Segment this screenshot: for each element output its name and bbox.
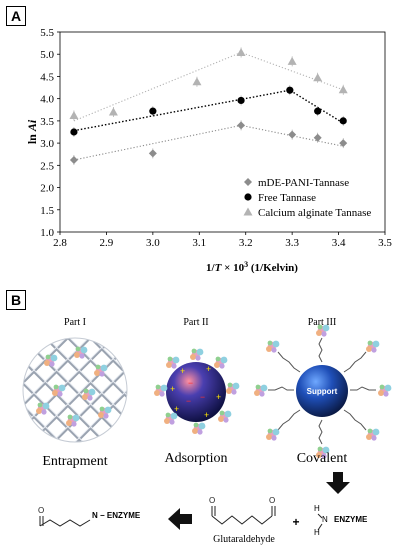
entrapment-mesh — [22, 337, 128, 443]
immobilization-diagram: Part I Part II Part III Entrapment + + + +… — [22, 317, 392, 545]
data-point-series-1 — [313, 133, 322, 142]
legend-marker-series-2 — [244, 193, 252, 201]
data-point-series-3 — [108, 107, 118, 116]
amine-n: N — [322, 515, 328, 524]
glutaraldehyde-label: Glutaraldehyde — [213, 534, 275, 545]
y-tick-label: 3.0 — [40, 138, 54, 150]
svg-text:+: + — [206, 364, 211, 374]
data-point-series-2 — [339, 117, 347, 125]
y-tick-label: 2.0 — [40, 183, 54, 195]
svg-text:+: + — [180, 366, 185, 376]
x-tick-label: 3.0 — [146, 237, 160, 249]
svg-text:−: − — [186, 396, 191, 406]
legend-label-series-3: Calcium alginate Tannase — [258, 207, 371, 219]
covalent-particle — [254, 324, 392, 459]
x-tick-label: 3.1 — [192, 237, 206, 249]
panel-a-label: A — [6, 6, 26, 26]
data-point-series-2 — [237, 96, 245, 105]
adsorption-label: Adsorption — [165, 451, 228, 466]
svg-text:+: + — [174, 404, 179, 414]
trend-line-series-3 — [73, 51, 344, 122]
data-point-series-2 — [314, 107, 322, 115]
arrhenius-chart: 2.8 2.9 3.0 3.1 3.2 3.3 3.4 3.5 1.0 1.5 2.0 2.5 3.0 3… — [25, 27, 392, 275]
data-point-series-1 — [237, 121, 246, 130]
svg-text:+: + — [216, 392, 221, 402]
entrapment-label: Entrapment — [42, 454, 107, 469]
trend-lines — [73, 51, 344, 161]
glutaraldehyde-structure — [211, 506, 276, 525]
plus-sign: + — [292, 515, 299, 529]
y-tick-label: 4.5 — [40, 71, 54, 83]
adsorption-particle: + ++ +++ −−− — [154, 348, 240, 435]
data-point-series-2 — [149, 107, 157, 115]
support-label: Support — [307, 387, 338, 396]
enzyme-product-label: N − ENZYME — [92, 511, 141, 520]
data-point-series-2 — [286, 86, 294, 94]
part-iii-label: Part III — [308, 317, 337, 328]
y-tick-label: 4.0 — [40, 94, 54, 106]
data-point-series-3 — [313, 73, 323, 82]
product-structure — [39, 516, 91, 527]
plot-frame — [59, 31, 386, 233]
amine-h-bottom: H — [314, 528, 320, 537]
legend: mDE-PANI-Tannase Free Tannase Calcium algi… — [243, 177, 371, 219]
down-arrow-icon — [326, 472, 350, 494]
data-point-series-1 — [339, 139, 348, 148]
legend-marker-series-1 — [244, 178, 252, 186]
part-ii-label: Part II — [183, 317, 208, 328]
data-point-series-3 — [287, 56, 297, 65]
legend-label-series-2: Free Tannase — [258, 192, 316, 204]
y-tick-label: 1.5 — [40, 205, 54, 217]
y-tick-label: 1.0 — [40, 227, 54, 239]
enzyme-reagent-label: ENZYME — [334, 515, 368, 524]
trend-line-series-1 — [73, 124, 344, 161]
y-tick-label: 3.5 — [40, 116, 54, 128]
data-point-series-1 — [148, 149, 157, 158]
data-point-series-3 — [236, 47, 246, 56]
x-tick-label: 2.9 — [100, 237, 114, 249]
panel-b-label: B — [6, 290, 26, 310]
legend-marker-series-3 — [243, 207, 253, 216]
data-points — [69, 47, 348, 165]
y-tick-label: 2.5 — [40, 160, 54, 172]
left-arrow-icon — [168, 508, 192, 530]
amine-h-top: H — [314, 504, 320, 513]
data-point-series-3 — [69, 111, 79, 120]
x-tick-label: 2.8 — [53, 237, 67, 249]
svg-text:−: − — [188, 378, 193, 388]
data-point-series-1 — [288, 130, 297, 139]
svg-text:+: + — [170, 384, 175, 394]
data-point-series-2 — [70, 128, 78, 136]
x-tick-label: 3.3 — [285, 237, 299, 249]
x-tick-label: 3.2 — [239, 237, 253, 249]
svg-text:+: + — [204, 410, 209, 420]
y-tick-label: 5.5 — [40, 27, 54, 39]
chart-axes: 2.8 2.9 3.0 3.1 3.2 3.3 3.4 3.5 1.0 1.5 2.0 2.5 3.0 3… — [40, 27, 392, 249]
x-tick-label: 3.5 — [378, 237, 392, 249]
legend-label-series-1: mDE-PANI-Tannase — [258, 177, 349, 189]
svg-text:−: − — [200, 392, 205, 402]
data-point-series-1 — [69, 156, 78, 164]
svg-text:O: O — [209, 496, 215, 505]
part-i-label: Part I — [64, 317, 86, 328]
covalent-label: Covalent — [297, 451, 348, 466]
y-tick-label: 5.0 — [40, 49, 54, 61]
data-point-series-3 — [338, 85, 348, 94]
x-tick-label: 3.4 — [332, 237, 346, 249]
y-axis-label: ln Ai — [25, 119, 39, 144]
svg-text:O: O — [269, 496, 275, 505]
svg-text:O: O — [38, 506, 44, 515]
x-axis-label: 1/T × 103 (1/Kelvin) — [206, 260, 298, 275]
data-point-series-3 — [192, 77, 202, 86]
